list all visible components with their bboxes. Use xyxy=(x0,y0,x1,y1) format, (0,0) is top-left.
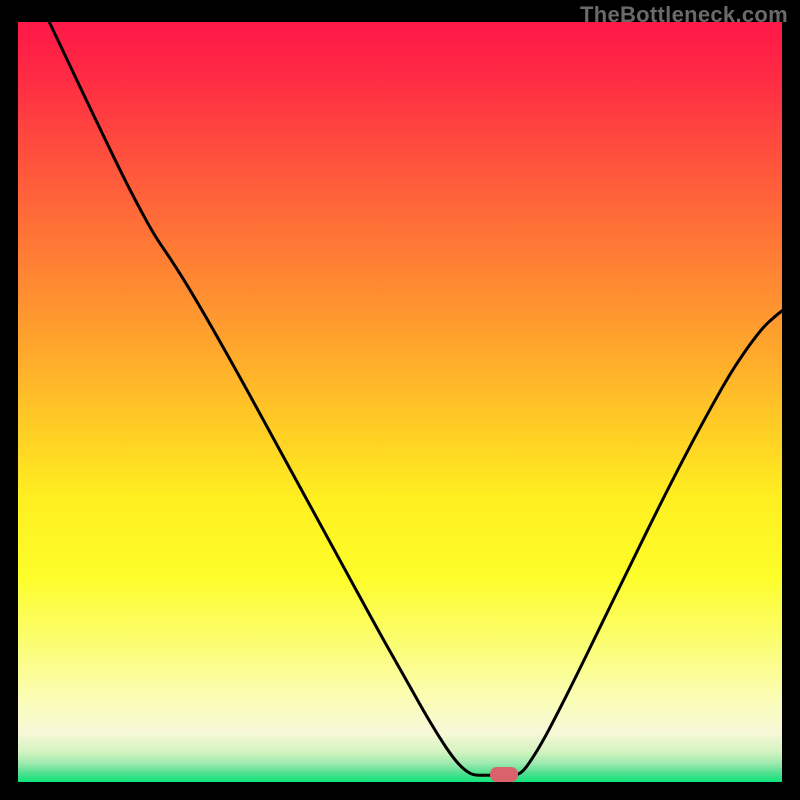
watermark-text: TheBottleneck.com xyxy=(580,2,788,28)
bottleneck-curve xyxy=(0,0,800,800)
optimal-marker xyxy=(490,767,518,782)
chart-container: TheBottleneck.com xyxy=(0,0,800,800)
